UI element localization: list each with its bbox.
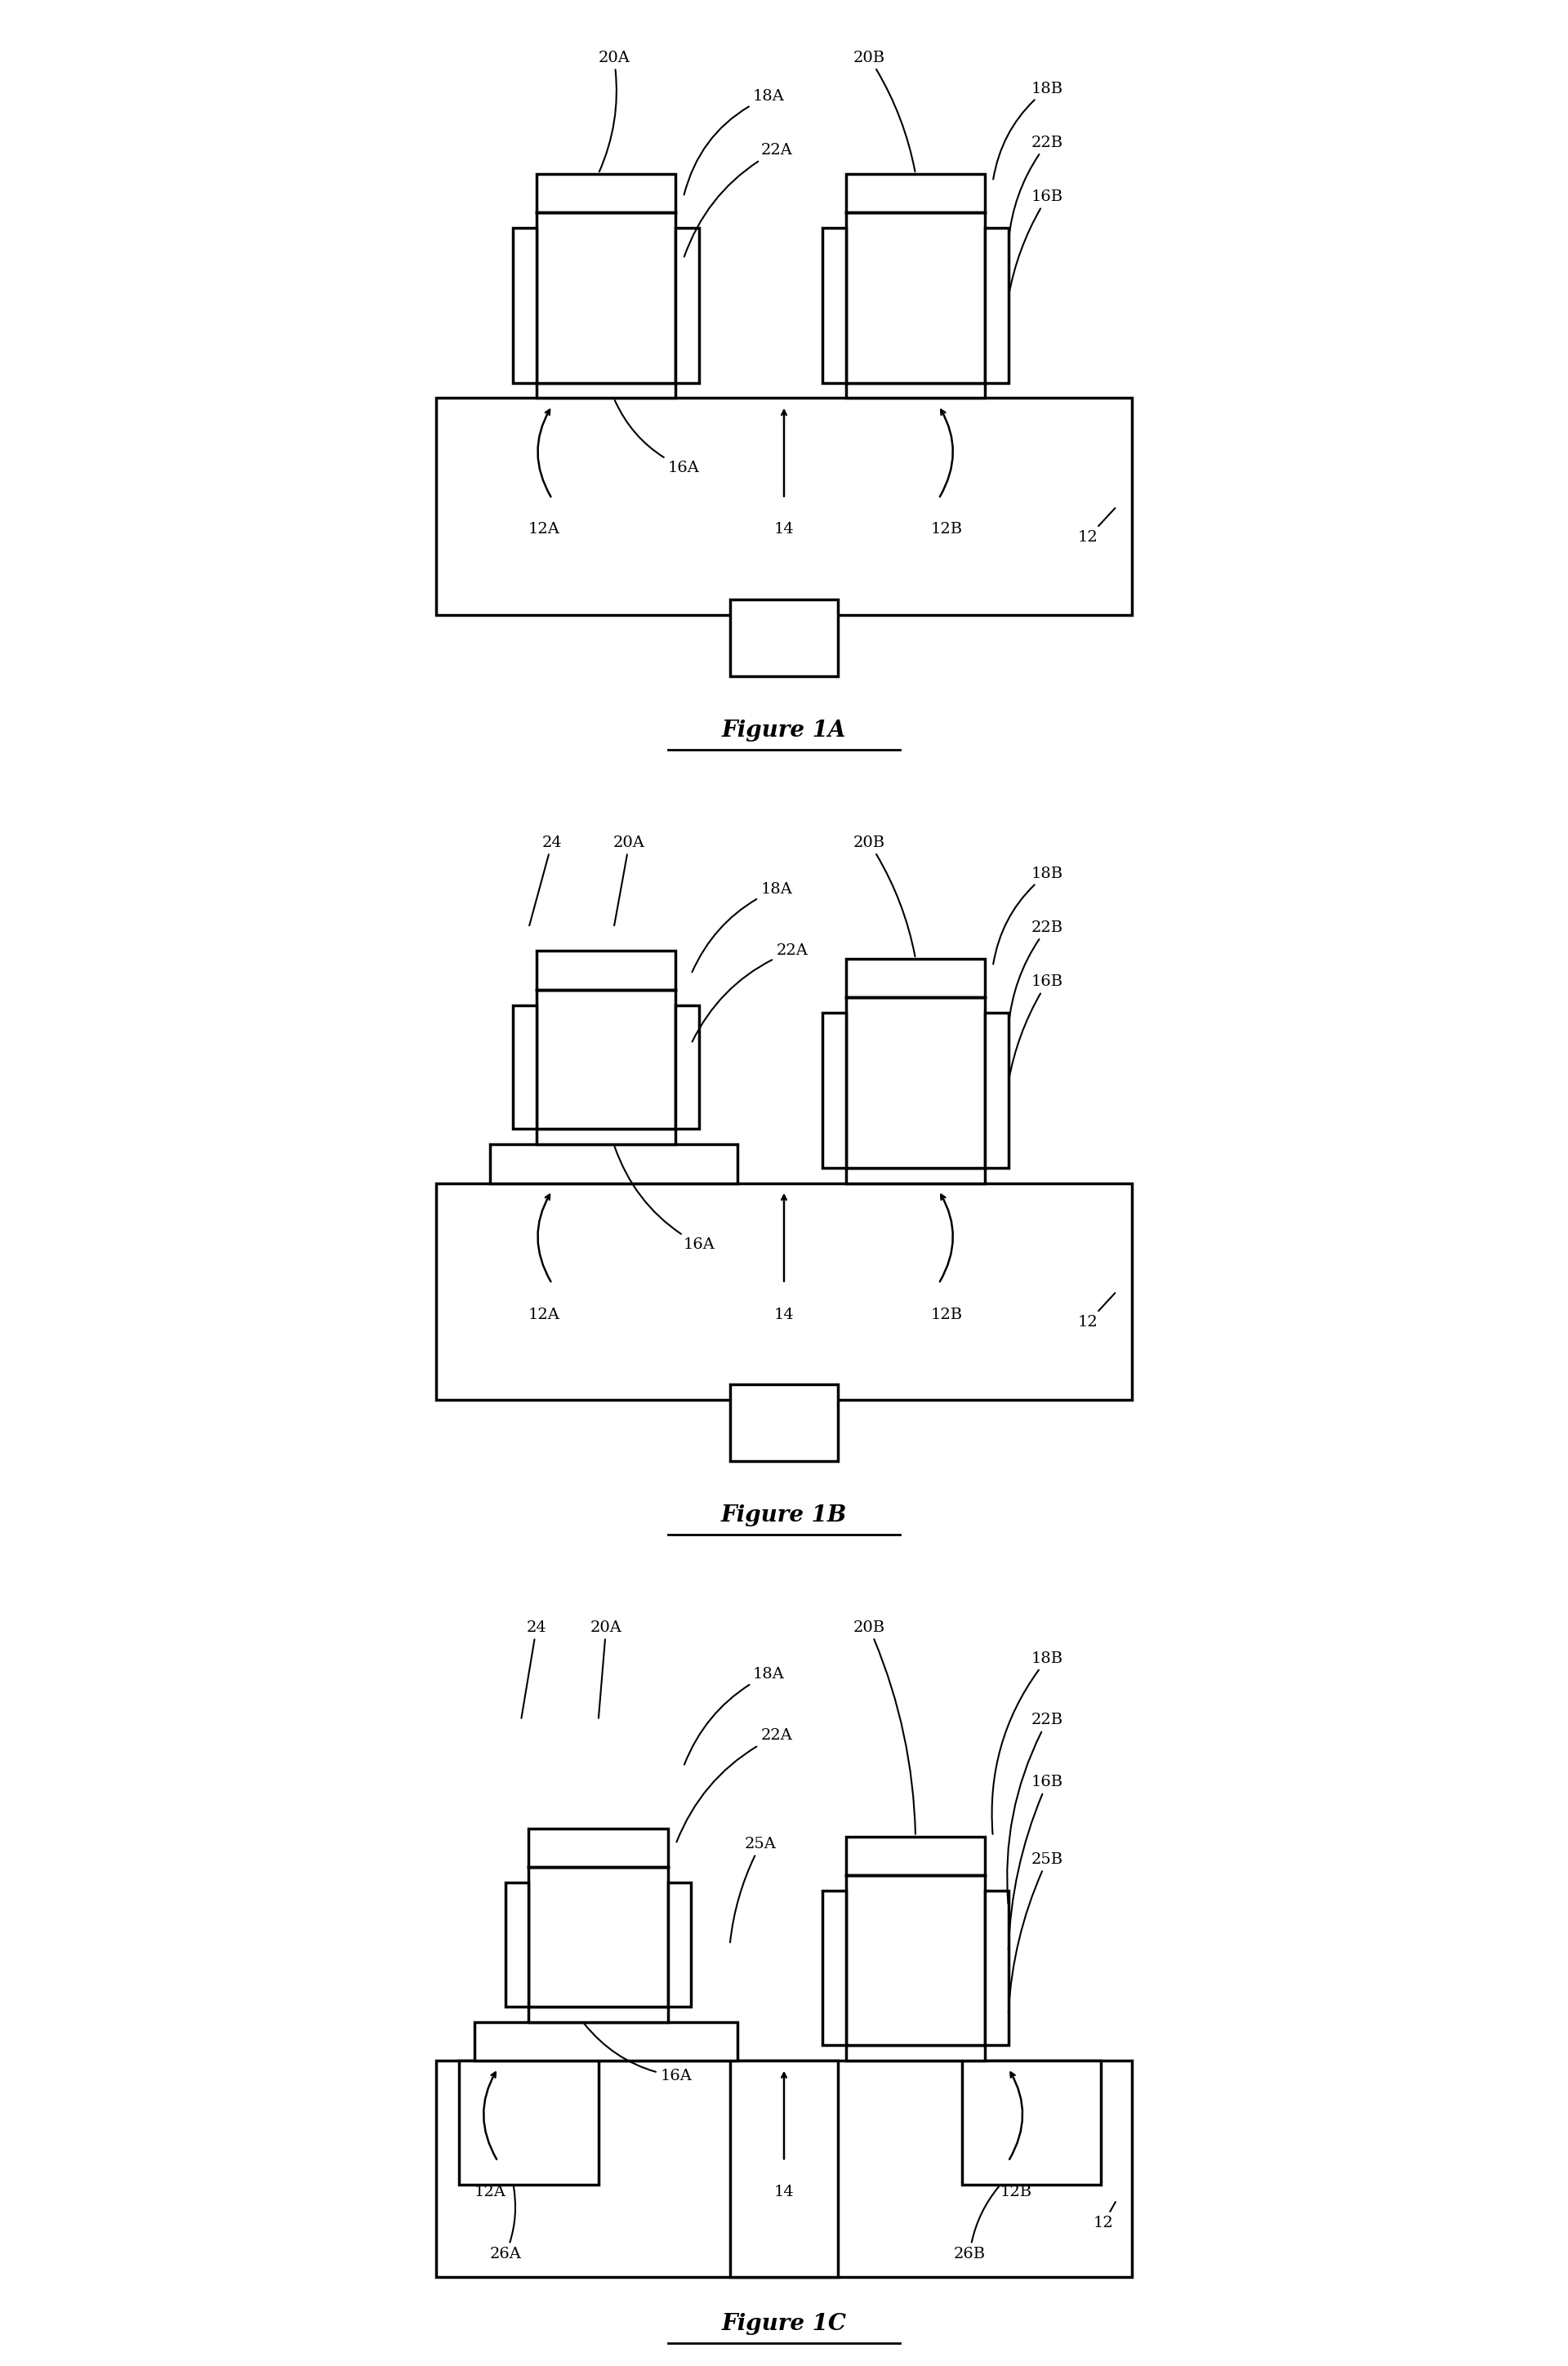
Text: 14: 14 bbox=[775, 523, 793, 537]
Text: Figure 1B: Figure 1B bbox=[721, 1505, 847, 1526]
Text: 24: 24 bbox=[530, 835, 561, 925]
Text: 12: 12 bbox=[1077, 509, 1115, 544]
Text: 26A: 26A bbox=[489, 2186, 522, 2262]
Bar bbox=[729, 599, 839, 677]
Bar bbox=[436, 397, 1132, 615]
Text: 20B: 20B bbox=[853, 1621, 916, 1834]
Text: 12A: 12A bbox=[528, 1306, 560, 1323]
Text: 12B: 12B bbox=[930, 1306, 963, 1323]
Bar bbox=[536, 989, 676, 1129]
Text: 18A: 18A bbox=[691, 883, 792, 972]
Bar bbox=[729, 2061, 839, 2278]
Bar bbox=[505, 1883, 528, 2006]
Bar bbox=[459, 2061, 599, 2184]
Text: 22B: 22B bbox=[1007, 1713, 1063, 1905]
Text: 12: 12 bbox=[1077, 1292, 1115, 1330]
Bar bbox=[961, 2061, 1101, 2184]
Text: 16A: 16A bbox=[615, 1148, 715, 1252]
Text: 24: 24 bbox=[522, 1621, 547, 1718]
Bar bbox=[845, 998, 985, 1166]
Text: 12A: 12A bbox=[474, 2184, 506, 2200]
Bar bbox=[845, 958, 985, 998]
Text: 22A: 22A bbox=[684, 144, 792, 258]
Text: 22A: 22A bbox=[676, 1730, 792, 1843]
Bar bbox=[823, 1013, 845, 1166]
Text: 16A: 16A bbox=[585, 2023, 691, 2084]
Text: 20B: 20B bbox=[853, 50, 916, 173]
Text: 25A: 25A bbox=[731, 1836, 776, 1942]
Text: Figure 1A: Figure 1A bbox=[721, 719, 847, 743]
Text: 20A: 20A bbox=[597, 50, 630, 173]
Text: 12A: 12A bbox=[528, 523, 560, 537]
Bar bbox=[845, 383, 985, 397]
Bar bbox=[528, 1829, 668, 1867]
Bar bbox=[676, 227, 699, 383]
Text: 18B: 18B bbox=[993, 1651, 1063, 1834]
Bar bbox=[845, 1876, 985, 2044]
Bar bbox=[513, 227, 536, 383]
Text: 16B: 16B bbox=[1008, 1774, 1063, 1950]
Bar bbox=[985, 1890, 1008, 2044]
Text: 22A: 22A bbox=[691, 944, 808, 1041]
Bar bbox=[985, 1013, 1008, 1166]
Bar bbox=[475, 2023, 737, 2061]
Text: 20A: 20A bbox=[613, 835, 644, 925]
Text: 25B: 25B bbox=[1008, 1853, 1063, 2011]
Bar bbox=[845, 1166, 985, 1183]
Bar bbox=[823, 1890, 845, 2044]
Text: 22B: 22B bbox=[1008, 920, 1063, 1027]
Bar bbox=[985, 227, 1008, 383]
Bar bbox=[676, 1006, 699, 1129]
Bar bbox=[536, 173, 676, 213]
Text: 20B: 20B bbox=[853, 835, 916, 956]
Text: 12B: 12B bbox=[930, 523, 963, 537]
Bar bbox=[436, 2061, 1132, 2278]
Bar bbox=[536, 383, 676, 397]
Text: 16B: 16B bbox=[1008, 189, 1063, 296]
Text: 12: 12 bbox=[1093, 2203, 1115, 2231]
Bar bbox=[823, 227, 845, 383]
Bar bbox=[528, 1867, 668, 2006]
Bar bbox=[536, 213, 676, 383]
Bar bbox=[845, 1836, 985, 1876]
Text: 16A: 16A bbox=[615, 400, 699, 476]
Text: 26B: 26B bbox=[953, 2186, 999, 2262]
Bar bbox=[528, 2006, 668, 2023]
Bar bbox=[845, 173, 985, 213]
Bar bbox=[436, 1183, 1132, 1401]
Bar bbox=[536, 1129, 676, 1145]
Text: 20A: 20A bbox=[590, 1621, 622, 1718]
Text: 18A: 18A bbox=[684, 1666, 786, 1765]
Bar bbox=[513, 1006, 536, 1129]
Text: 16B: 16B bbox=[1008, 975, 1063, 1081]
Text: 14: 14 bbox=[775, 2184, 793, 2200]
Bar bbox=[491, 1145, 737, 1183]
Text: 22B: 22B bbox=[1008, 135, 1063, 241]
Bar bbox=[668, 1883, 691, 2006]
Bar bbox=[536, 951, 676, 989]
Text: Figure 1C: Figure 1C bbox=[721, 2312, 847, 2335]
Text: 18A: 18A bbox=[684, 90, 786, 194]
Text: 12B: 12B bbox=[1000, 2184, 1032, 2200]
Bar bbox=[729, 1384, 839, 1462]
Text: 14: 14 bbox=[775, 1306, 793, 1323]
Bar bbox=[845, 213, 985, 383]
Bar bbox=[845, 2044, 985, 2061]
Text: 18B: 18B bbox=[993, 80, 1063, 180]
Text: 18B: 18B bbox=[993, 866, 1063, 965]
